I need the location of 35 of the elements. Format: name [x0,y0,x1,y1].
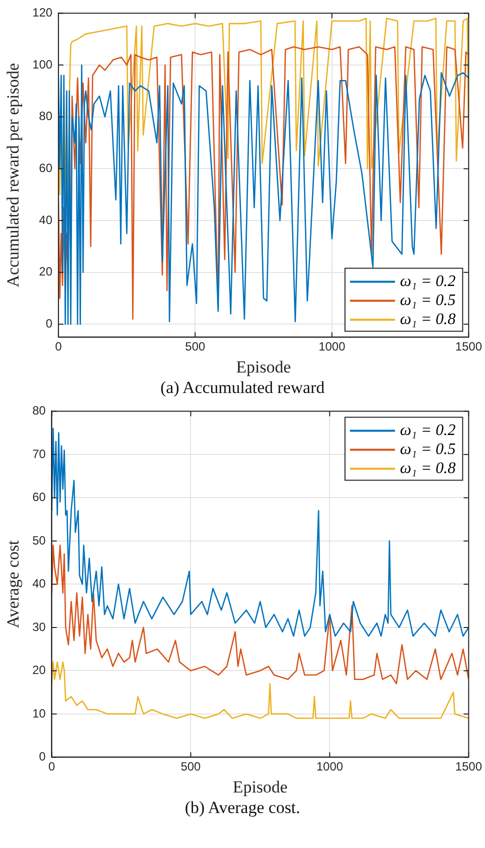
legend-label: ω₁ = 0.8 [400,460,456,477]
legend-label: ω₁ = 0.8 [400,310,456,328]
y-tick-label: 60 [32,490,46,504]
legend-label: ω₁ = 0.5 [400,440,456,458]
y-tick-label: 40 [32,576,46,591]
legend-label: ω₁ = 0.2 [400,272,456,290]
y-tick-label: 50 [32,533,46,548]
x-tick-label: 500 [185,340,206,354]
y-tick-label: 0 [39,750,46,764]
y-tick-label: 100 [32,57,53,72]
y-tick-label: 80 [32,404,46,418]
y-tick-label: 70 [32,446,46,461]
x-tick-label: 0 [55,340,62,354]
y-tick-label: 120 [32,6,53,20]
x-tick-label: 500 [180,760,202,774]
text: (b) Average cost. [184,798,302,818]
y-tick-label: 80 [39,109,53,124]
x-axis-title: Episode [232,777,288,796]
y-axis-title: Average cost [4,540,23,628]
y-tick-label: 10 [32,706,46,720]
y-tick-label: 40 [39,212,53,227]
legend-label: ω₁ = 0.2 [400,422,456,439]
y-tick-label: 60 [39,161,53,176]
x-tick-label: 1000 [318,340,346,354]
y-tick-label: 20 [32,663,46,678]
x-tick-label: 1500 [455,340,482,354]
y-axis-title: Accumulated reward per episode [4,63,23,288]
y-tick-label: 20 [39,264,53,279]
text: (a) Accumulated reward [159,378,326,398]
x-tick-label: 1000 [316,760,344,774]
x-axis-title: Episode [236,357,291,376]
x-tick-label: 1500 [455,760,482,774]
legend-label: ω₁ = 0.5 [400,292,456,309]
y-tick-label: 0 [46,316,53,331]
y-tick-label: 30 [32,620,46,634]
